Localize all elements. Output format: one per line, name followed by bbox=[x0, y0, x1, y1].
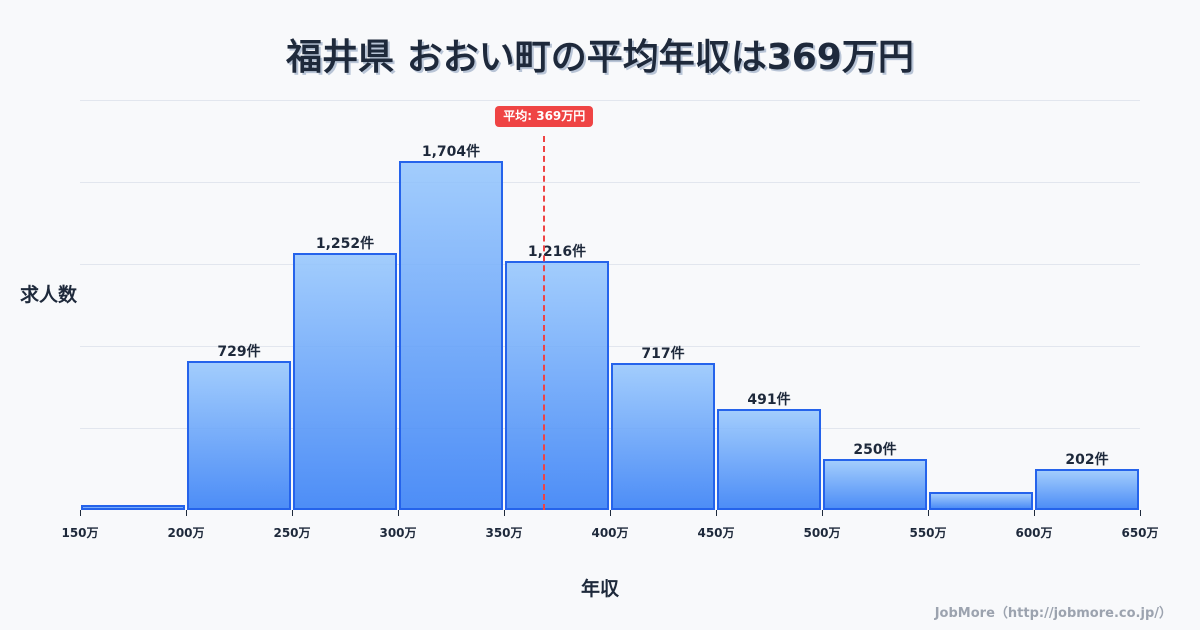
bar-value-label: 1,704件 bbox=[421, 143, 481, 160]
histogram-bar bbox=[81, 505, 185, 510]
source-credit: JobMore（http://jobmore.co.jp/） bbox=[934, 606, 1172, 621]
x-tick bbox=[610, 510, 611, 516]
histogram-bar bbox=[611, 363, 715, 510]
mean-badge: 平均: 369万円 bbox=[495, 106, 594, 127]
x-tick-label: 450万 bbox=[697, 526, 735, 540]
x-tick-label: 500万 bbox=[803, 526, 841, 540]
bar-value-label: 729件 bbox=[217, 343, 261, 360]
bar-value-label: 1,216件 bbox=[527, 243, 587, 260]
x-tick-label: 650万 bbox=[1121, 526, 1159, 540]
x-tick bbox=[398, 510, 399, 516]
x-tick-label: 150万 bbox=[61, 526, 99, 540]
plot-area: 729件 1,252件 1,704件 1,216件 717件 491件 250件 202件 bbox=[80, 100, 1140, 510]
x-tick-label: 200万 bbox=[167, 526, 205, 540]
histogram-bar bbox=[187, 360, 291, 510]
histogram-bar bbox=[717, 409, 821, 510]
bar-value-label: 1,252件 bbox=[315, 236, 375, 253]
x-tick-label: 600万 bbox=[1015, 526, 1053, 540]
chart-title: 福井県 おおい町の平均年収は369万円 bbox=[286, 37, 914, 78]
bar-value-label: 250件 bbox=[853, 441, 897, 458]
gridline bbox=[80, 100, 1140, 101]
gridline bbox=[80, 182, 1140, 183]
y-axis-label: 求人数 bbox=[20, 284, 78, 306]
x-tick bbox=[716, 510, 717, 516]
histogram-bar bbox=[505, 260, 609, 510]
x-tick-label: 400万 bbox=[591, 526, 629, 540]
x-tick-label: 300万 bbox=[379, 526, 417, 540]
x-tick bbox=[1034, 510, 1035, 516]
gridline bbox=[80, 428, 1140, 429]
mean-line bbox=[543, 136, 546, 510]
x-tick-label: 350万 bbox=[485, 526, 523, 540]
x-tick bbox=[292, 510, 293, 516]
gridline bbox=[80, 346, 1140, 347]
x-tick bbox=[1140, 510, 1141, 516]
bar-value-label: 491件 bbox=[747, 392, 791, 409]
x-tick-label: 250万 bbox=[273, 526, 311, 540]
bar-value-label: 202件 bbox=[1065, 451, 1109, 468]
x-tick bbox=[928, 510, 929, 516]
bar-value-label: 717件 bbox=[641, 346, 685, 362]
histogram-bar bbox=[1035, 468, 1139, 510]
histogram-bar bbox=[399, 160, 503, 510]
x-tick bbox=[186, 510, 187, 516]
gridline bbox=[80, 264, 1140, 265]
x-tick-label: 550万 bbox=[909, 526, 947, 540]
x-tick bbox=[822, 510, 823, 516]
histogram-bar bbox=[929, 491, 1033, 510]
x-axis-label: 年収 bbox=[580, 578, 619, 600]
x-tick bbox=[504, 510, 505, 516]
histogram-bar bbox=[293, 253, 397, 510]
histogram-bar bbox=[823, 458, 927, 510]
x-tick bbox=[80, 510, 81, 516]
